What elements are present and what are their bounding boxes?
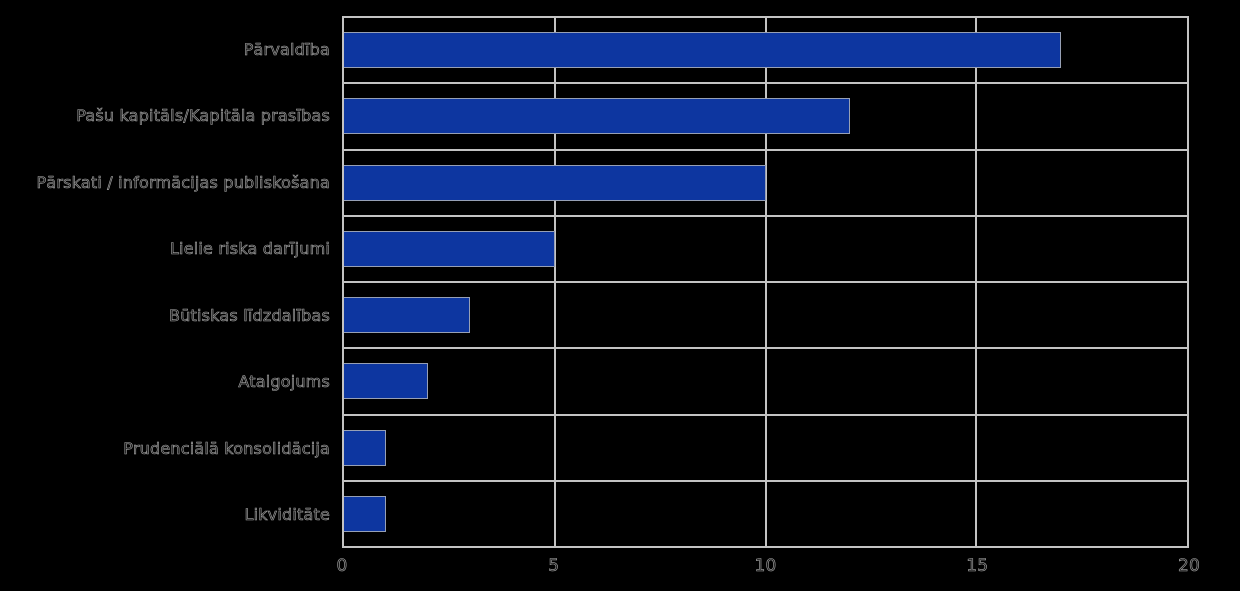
category-label-text: Pārvaldība — [243, 39, 330, 59]
category-label-text: Atalgojums — [238, 372, 330, 392]
category-label-text: Prudenciālā konsolidācija — [123, 438, 330, 458]
bar-row — [344, 84, 1187, 151]
category-label-text: Lielie riska darījumi — [169, 239, 330, 259]
x-axis-tick-labels: 0 5 10 15 20 — [336, 556, 1200, 582]
bar-row — [344, 482, 1187, 546]
x-tick-label: 20 — [1177, 556, 1201, 577]
x-tick-label: 0 — [336, 556, 348, 577]
bar — [344, 297, 471, 334]
bar — [344, 32, 1061, 69]
x-tick-label: 5 — [548, 556, 560, 577]
category-label: Atalgojums — [0, 349, 330, 416]
bar — [344, 98, 850, 135]
bar-rows — [344, 18, 1187, 546]
bar — [344, 363, 429, 400]
plot-area — [342, 16, 1189, 548]
category-label-text: Pašu kapitāls/Kapitāla prasības — [76, 106, 330, 126]
bar-row — [344, 416, 1187, 482]
x-tick-label: 10 — [754, 556, 777, 577]
bar-row — [344, 18, 1187, 85]
category-label-text: Likviditāte — [244, 505, 330, 525]
bar — [344, 164, 766, 201]
bar-row — [344, 283, 1187, 350]
bar-row — [344, 217, 1187, 283]
category-label: Prudenciālā konsolidācija — [0, 415, 330, 482]
bar — [344, 230, 555, 267]
x-tick-label: 15 — [966, 556, 989, 577]
category-label: Pašu kapitāls/Kapitāla prasības — [0, 83, 330, 150]
category-label-text: Pārskati / informācijas publiskošana — [36, 172, 330, 192]
category-label: Pārvaldība — [0, 16, 330, 83]
bar-row — [344, 349, 1187, 416]
y-axis-labels: Pārvaldība Pašu kapitāls/Kapitāla prasīb… — [0, 16, 330, 548]
bar-row — [344, 151, 1187, 217]
bar — [344, 429, 387, 466]
category-label-text: Būtiskas līdzdalības — [169, 305, 330, 325]
category-label: Lielie riska darījumi — [0, 216, 330, 283]
category-label: Likviditāte — [0, 482, 330, 549]
category-label: Pārskati / informācijas publiskošana — [0, 149, 330, 216]
bar — [344, 495, 387, 532]
category-label: Būtiskas līdzdalības — [0, 282, 330, 349]
